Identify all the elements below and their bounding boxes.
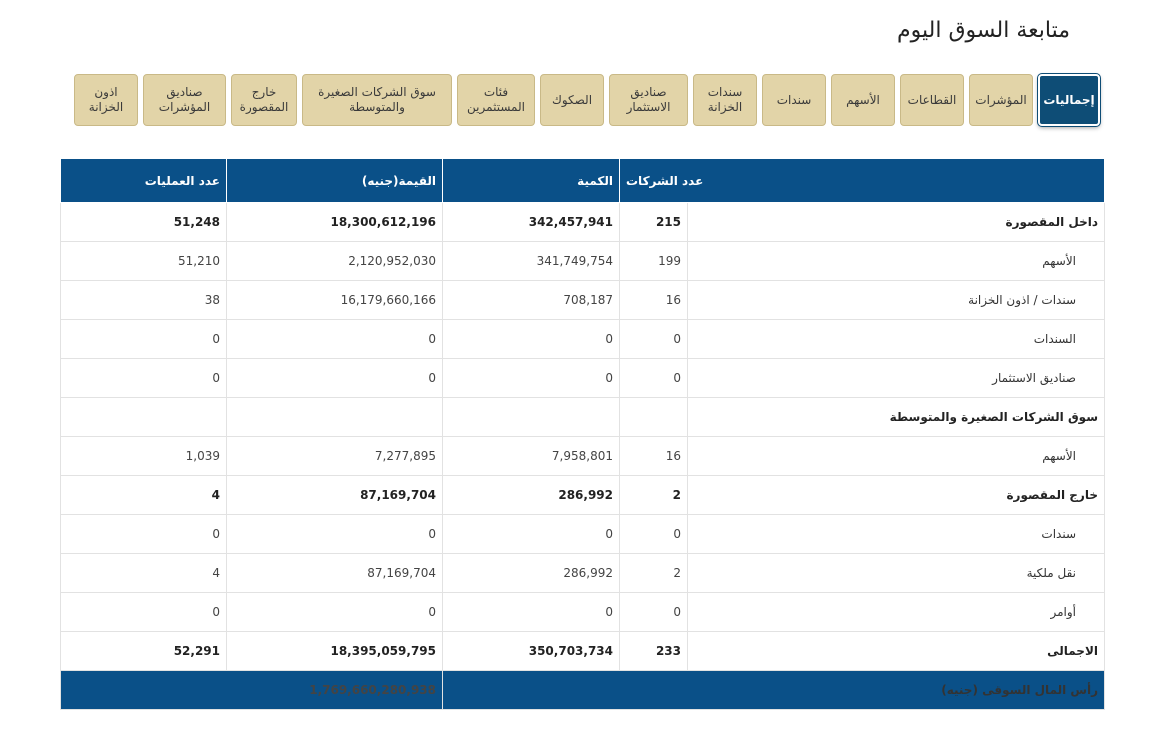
cell-value: 87,169,704 [226, 553, 443, 593]
tab-stocks[interactable]: الأسهم [831, 74, 895, 126]
tab-etfs[interactable]: صناديق المؤشرات [143, 74, 226, 126]
row-label: سوق الشركات الصغيرة والمتوسطة [687, 397, 1105, 437]
cell-companies: 16 [619, 280, 688, 320]
table-row: 38 16,179,660,166 708,187 16 سندات / اذون ال… [60, 280, 1105, 320]
cell-quantity: 0 [442, 514, 620, 554]
cell-value: 0 [226, 358, 443, 398]
row-label: الأسهم [687, 241, 1105, 281]
market-cap-value: 1,769,660,280,938 [60, 670, 443, 710]
cell-quantity: 341,749,754 [442, 241, 620, 281]
cell-value: 2,120,952,030 [226, 241, 443, 281]
header-value: القيمة(جنيه) [226, 158, 443, 203]
page-title: متابعة السوق اليوم [897, 18, 1070, 43]
cell-trades: 51,248 [60, 202, 227, 242]
row-label: السندات [687, 319, 1105, 359]
cell-value: 18,300,612,196 [226, 202, 443, 242]
table-row: 0 0 0 0 أوامر [60, 592, 1105, 632]
cell-quantity [442, 397, 620, 437]
tab-otc[interactable]: خارج المقصورة [231, 74, 297, 126]
cell-trades: 4 [60, 553, 227, 593]
cell-quantity: 7,958,801 [442, 436, 620, 476]
cell-quantity: 286,992 [442, 475, 620, 515]
table-row: 4 87,169,704 286,992 2 نقل ملكية [60, 553, 1105, 593]
tab-investment-funds[interactable]: صناديق الاستثمار [609, 74, 688, 126]
row-label: الأسهم [687, 436, 1105, 476]
cell-trades: 1,039 [60, 436, 227, 476]
row-label: الاجمالى [687, 631, 1105, 671]
cell-trades [60, 397, 227, 437]
tab-sectors[interactable]: القطاعات [900, 74, 964, 126]
cell-companies: 0 [619, 319, 688, 359]
tab-treasury-bills[interactable]: اذون الخزانة [74, 74, 138, 126]
cell-trades: 38 [60, 280, 227, 320]
table-row: 0 0 0 0 صناديق الاستثمار [60, 358, 1105, 398]
cell-quantity: 0 [442, 592, 620, 632]
cell-trades: 4 [60, 475, 227, 515]
header-companies: عدد الشركات [619, 158, 1105, 203]
tab-investor-categories[interactable]: فئات المستثمرين [457, 74, 535, 126]
tab-totals[interactable]: إجماليات [1038, 74, 1100, 126]
cell-value: 0 [226, 319, 443, 359]
header-trades: عدد العمليات [60, 158, 227, 203]
cell-companies: 2 [619, 553, 688, 593]
market-summary-table: عدد العمليات القيمة(جنيه) الكمية عدد الش… [60, 158, 1105, 710]
table-row: 1,039 7,277,895 7,958,801 16 الأسهم [60, 436, 1105, 476]
row-label: أوامر [687, 592, 1105, 632]
row-label: سندات / اذون الخزانة [687, 280, 1105, 320]
table-row: 4 87,169,704 286,992 2 خارج المقصورة [60, 475, 1105, 515]
tab-bonds[interactable]: سندات [762, 74, 826, 126]
table-row: 0 0 0 0 سندات [60, 514, 1105, 554]
cell-trades: 0 [60, 319, 227, 359]
cell-companies: 199 [619, 241, 688, 281]
table-header-row: عدد العمليات القيمة(جنيه) الكمية عدد الش… [60, 158, 1105, 203]
cell-companies: 16 [619, 436, 688, 476]
table-row: 51,210 2,120,952,030 341,749,754 199 الأسهم [60, 241, 1105, 281]
table-row: 52,291 18,395,059,795 350,703,734 233 الاجما… [60, 631, 1105, 671]
cell-value: 7,277,895 [226, 436, 443, 476]
cell-quantity: 708,187 [442, 280, 620, 320]
tab-indices[interactable]: المؤشرات [969, 74, 1033, 126]
table-body: 51,248 18,300,612,196 342,457,941 215 داخل ا… [60, 202, 1105, 671]
cell-trades: 0 [60, 358, 227, 398]
cell-companies: 0 [619, 514, 688, 554]
cell-value: 87,169,704 [226, 475, 443, 515]
cell-companies: 0 [619, 358, 688, 398]
cell-quantity: 286,992 [442, 553, 620, 593]
cell-quantity: 0 [442, 319, 620, 359]
tab-treasury-bonds[interactable]: سندات الخزانة [693, 74, 757, 126]
cell-companies: 0 [619, 592, 688, 632]
tab-sukuk[interactable]: الصكوك [540, 74, 604, 126]
row-label: خارج المقصورة [687, 475, 1105, 515]
cell-quantity: 342,457,941 [442, 202, 620, 242]
cell-value: 16,179,660,166 [226, 280, 443, 320]
table-row: سوق الشركات الصغيرة والمتوسطة [60, 397, 1105, 437]
cell-companies: 233 [619, 631, 688, 671]
tab-bar: إجماليات المؤشرات القطاعات الأسهم سندات … [74, 74, 1100, 126]
cell-companies [619, 397, 688, 437]
cell-companies: 2 [619, 475, 688, 515]
market-cap-row: 1,769,660,280,938 رأس المال السوقى (جنيه… [60, 670, 1105, 710]
row-label: نقل ملكية [687, 553, 1105, 593]
table-row: 0 0 0 0 السندات [60, 319, 1105, 359]
cell-trades: 52,291 [60, 631, 227, 671]
row-label: صناديق الاستثمار [687, 358, 1105, 398]
cell-trades: 0 [60, 514, 227, 554]
cell-companies: 215 [619, 202, 688, 242]
table-row: 51,248 18,300,612,196 342,457,941 215 داخل ا… [60, 202, 1105, 242]
market-cap-label: رأس المال السوقى (جنيه) [442, 670, 1105, 710]
cell-value: 0 [226, 592, 443, 632]
cell-quantity: 0 [442, 358, 620, 398]
cell-value [226, 397, 443, 437]
cell-value: 0 [226, 514, 443, 554]
header-quantity: الكمية [442, 158, 620, 203]
tab-sme-market[interactable]: سوق الشركات الصغيرة والمتوسطة [302, 74, 452, 126]
cell-trades: 51,210 [60, 241, 227, 281]
row-label: داخل المقصورة [687, 202, 1105, 242]
cell-value: 18,395,059,795 [226, 631, 443, 671]
row-label: سندات [687, 514, 1105, 554]
cell-trades: 0 [60, 592, 227, 632]
cell-quantity: 350,703,734 [442, 631, 620, 671]
